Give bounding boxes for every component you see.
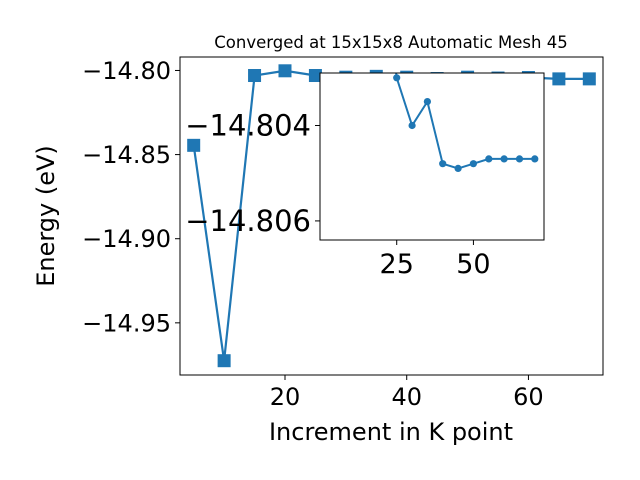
inset-data-point [469,160,477,168]
inset-data-point [531,155,539,163]
main-data-point [248,69,262,83]
main-data-point [582,72,596,86]
main-data-point [278,64,292,78]
main-data-point [187,138,201,152]
inset-y-tick-label: −14.806 [185,204,311,238]
main-x-ticks: 20 40 60 [270,375,544,411]
main-y-tick-label: −14.80 [82,57,171,85]
main-chart-title: Converged at 15x15x8 Automatic Mesh 45 [214,33,567,52]
inset-data-point [500,155,508,163]
inset-data-point [439,160,447,168]
inset-x-ticks: 25 50 [380,240,491,280]
inset-x-tick-label: 25 [380,249,414,280]
main-y-axis-label: Energy (eV) [32,145,60,287]
main-y-tick-label: −14.85 [82,141,171,169]
inset-plot-frame [319,72,545,241]
inset-data-point [423,98,431,106]
inset-y-ticks: −14.806 −14.804 [185,108,320,238]
inset-chart: −14.806 −14.804 25 50 [185,72,545,280]
inset-data-point [454,164,462,172]
inset-data-point [393,74,401,82]
main-plot-frame [179,56,604,376]
main-data-point [552,72,566,86]
main-x-tick-label: 40 [391,383,422,411]
main-x-tick-label: 20 [270,383,301,411]
inset-data-point [515,155,524,163]
inset-data-point [485,155,493,163]
main-y-tick-label: −14.95 [82,309,171,337]
inset-background [320,73,544,240]
main-y-tick-label: −14.90 [82,225,171,253]
main-x-axis-label: Increment in K point [269,418,513,446]
main-data-point [217,354,231,368]
main-x-tick-label: 60 [513,383,544,411]
main-data-point [308,69,322,83]
inset-series-markers [393,74,539,172]
main-y-ticks: −14.95 −14.90 −14.85 −14.80 [82,57,180,337]
inset-clip [393,73,539,172]
main-chart: Converged at 15x15x8 Automatic Mesh 45 2… [32,33,604,446]
inset-y-tick-label: −14.804 [185,108,311,142]
inset-x-tick-label: 50 [456,249,490,280]
inset-data-point [408,121,416,130]
